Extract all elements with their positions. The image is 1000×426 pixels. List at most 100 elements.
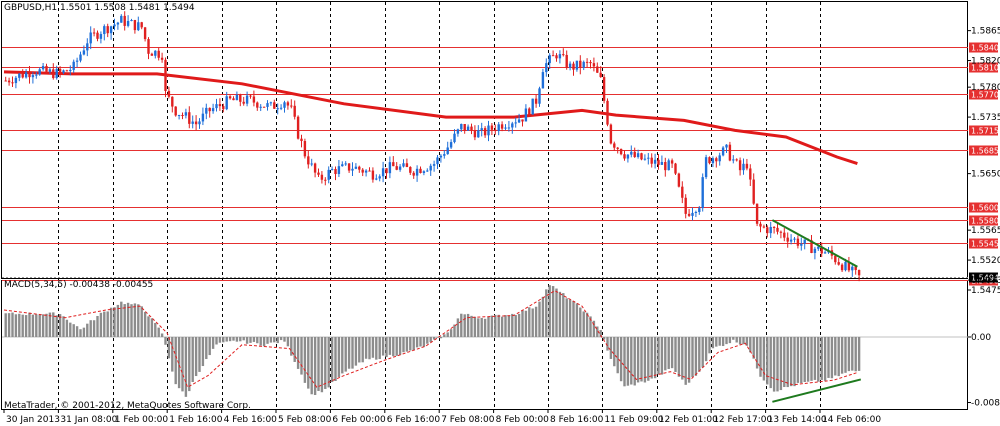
macd-histogram-bar (538, 301, 541, 337)
candle-body (742, 163, 745, 171)
macd-histogram-bar (616, 336, 619, 374)
candle-body (245, 95, 249, 104)
candle-body (701, 177, 704, 209)
macd-histogram-bar (664, 336, 667, 371)
macd-histogram-bar (160, 333, 164, 337)
macd-histogram-bar (113, 307, 116, 337)
candle-body (698, 208, 701, 212)
macd-histogram-bar (41, 314, 45, 337)
macd-histogram-bar (133, 303, 137, 337)
macd-histogram-bar (273, 336, 276, 343)
macd-histogram-bar (548, 285, 551, 337)
candle-body (687, 213, 691, 216)
candle-body (358, 166, 361, 170)
candle-body (470, 126, 473, 131)
candle-body (817, 246, 820, 249)
macd-histogram-bar (718, 336, 721, 346)
macd-histogram-bar (609, 336, 613, 359)
candle-body (630, 151, 633, 155)
candle-body (460, 123, 463, 130)
macd-histogram-bar (606, 336, 609, 351)
macd-histogram-bar (38, 314, 41, 337)
macd-histogram-bar (242, 336, 245, 341)
candle-body (691, 212, 694, 216)
candle-body (266, 103, 269, 107)
price-trend-line (771, 219, 858, 268)
candle-body (347, 163, 351, 171)
macd-histogram-bar (381, 336, 385, 356)
price-level-badge (969, 202, 998, 213)
macd-histogram-bar (184, 336, 188, 397)
candle-body (249, 95, 252, 97)
macd-histogram-bar (521, 310, 524, 337)
macd-histogram-bar (568, 299, 572, 337)
macd-histogram-bar (103, 311, 106, 337)
macd-histogram-bar (405, 336, 409, 352)
macd-histogram-bar (150, 318, 154, 337)
macd-histogram-bar (755, 336, 759, 369)
macd-histogram-bar (820, 336, 823, 380)
macd-histogram-bar (208, 336, 211, 356)
candle-body (286, 102, 290, 106)
candle-body (429, 165, 432, 171)
time-tick-label: 11 Feb 09:00 (604, 415, 663, 425)
macd-histogram-bar (687, 336, 691, 383)
macd-histogram-bar (55, 315, 58, 337)
candle-body (174, 106, 177, 116)
candle-body (752, 179, 755, 204)
macd-histogram-bar (262, 336, 266, 347)
candle-body (803, 239, 806, 244)
macd-histogram-bar (327, 336, 330, 388)
candle-body (109, 26, 113, 34)
candle-body (327, 169, 330, 180)
candle-body (851, 266, 854, 271)
candle-body (657, 159, 660, 165)
macd-histogram-bar (626, 336, 630, 386)
macd-histogram-bar (313, 336, 317, 396)
candle-body (415, 168, 419, 176)
macd-histogram-bar (75, 326, 79, 337)
macd-histogram-bar (834, 336, 837, 376)
candle-body (412, 172, 415, 176)
macd-histogram-bar (653, 336, 657, 379)
candle-body (813, 248, 817, 254)
candle-body (738, 160, 742, 171)
moving-average (3, 70, 858, 166)
macd-histogram-bar (201, 336, 205, 367)
price-level-label: 1.5580 (971, 217, 999, 226)
candle-body (194, 121, 198, 125)
candle-body (116, 22, 120, 25)
macd-histogram-bar (541, 296, 545, 337)
macd-histogram-bar (613, 336, 616, 367)
macd-histogram-bar (793, 336, 796, 387)
macd-histogram-bar (409, 336, 412, 351)
macd-histogram-bar (443, 334, 446, 337)
candle-body (715, 158, 718, 162)
candle-body (402, 163, 405, 167)
candle-body (483, 128, 487, 136)
candle-body (225, 96, 228, 110)
time-tick-label: 8 Feb 16:00 (550, 415, 604, 425)
macd-histogram-bar (147, 316, 150, 337)
candle-body (38, 69, 41, 75)
macd-histogram-bar (344, 336, 347, 372)
macd-histogram-bar (205, 336, 208, 360)
macd-histogram-bar (589, 316, 592, 337)
symbol-header: GBPUSD,H1 1.5501 1.5508 1.5481 1.5494 (4, 3, 195, 13)
candle-body (198, 121, 201, 125)
macd-histogram-bar (364, 336, 368, 359)
candle-body (140, 22, 143, 28)
macd-histogram-bar (490, 315, 494, 337)
macd-histogram-bar (245, 336, 249, 344)
price-level-label: 1.5545 (971, 240, 999, 249)
candle-body (133, 20, 137, 31)
price-tick-label: 1.5650 (971, 170, 1000, 180)
candle-body (160, 57, 164, 60)
macd-histogram-bar (164, 336, 167, 345)
macd-histogram-bar (109, 307, 113, 337)
candle-body (769, 226, 772, 234)
macd-histogram-bar (585, 312, 589, 337)
macd-histogram-bar (752, 336, 755, 359)
